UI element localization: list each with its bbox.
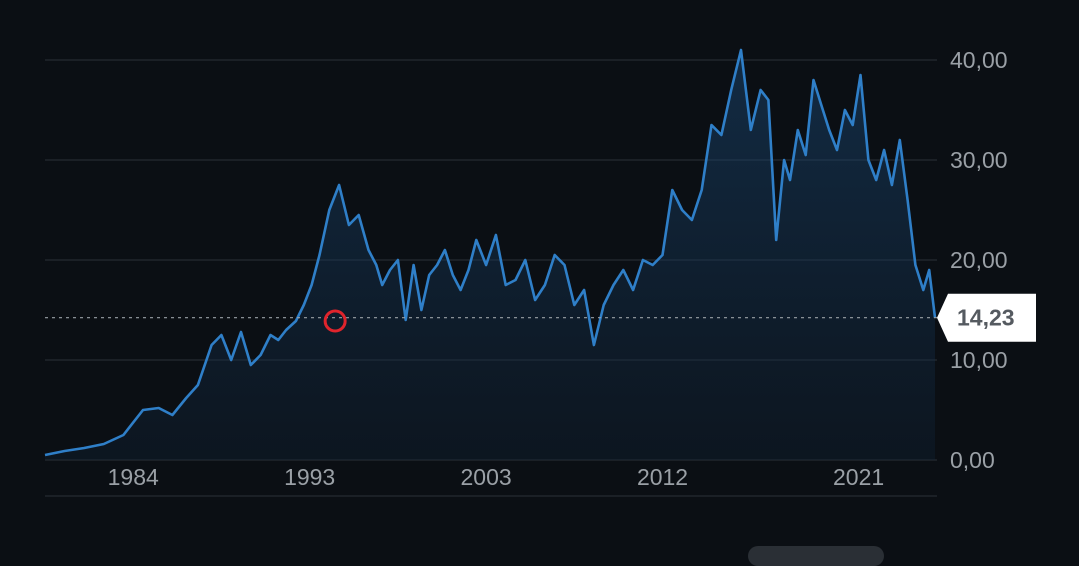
current-price-badge: 14,23: [937, 293, 1036, 342]
current-price-badge-shape: [937, 293, 1036, 342]
x-tick-label: 1993: [284, 464, 335, 490]
x-axis-labels: 1984 1993 2003 2012 2021: [108, 464, 885, 490]
x-tick-label: 2012: [637, 464, 688, 490]
y-tick-label: 30,00: [950, 147, 1008, 173]
x-tick-label: 2021: [833, 464, 884, 490]
y-tick-label: 20,00: [950, 247, 1008, 273]
y-tick-label: 10,00: [950, 347, 1008, 373]
x-tick-label: 1984: [108, 464, 159, 490]
highlight-marker: [323, 309, 347, 333]
series-line: [44, 48, 937, 457]
y-tick-label: 0,00: [950, 447, 995, 473]
y-axis-labels: 0,00 10,00 20,00 30,00 40,00: [950, 47, 1008, 473]
current-price-label: 14,23: [957, 305, 1015, 331]
bottom-tab-handle[interactable]: [748, 546, 884, 566]
y-tick-label: 40,00: [950, 47, 1008, 73]
x-tick-label: 2003: [461, 464, 512, 490]
